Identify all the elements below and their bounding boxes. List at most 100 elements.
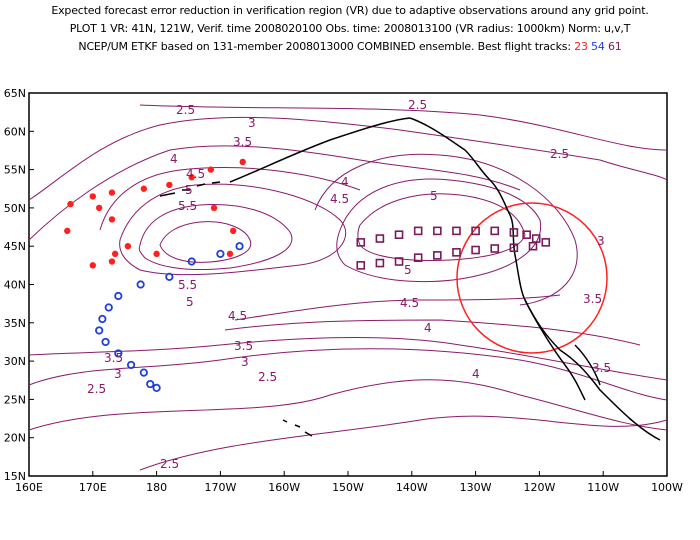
contour-line	[119, 183, 347, 276]
contour-label: 3.5	[233, 135, 252, 149]
track-54-point	[165, 272, 174, 281]
track-54-point	[95, 326, 104, 335]
contour-label: 4	[341, 175, 349, 189]
longitude-label: 150W	[332, 481, 364, 494]
track-23-point	[188, 174, 195, 181]
latitude-label: 45N	[4, 240, 26, 253]
contour-label: 4	[472, 367, 480, 381]
track-61-point	[471, 226, 480, 236]
contour-label: 3.5	[592, 361, 611, 375]
track-23-point	[226, 250, 234, 258]
track-23-point	[64, 227, 71, 235]
contour-line	[139, 104, 668, 151]
contour-label: 2.5	[160, 457, 179, 471]
flight-track-61	[356, 226, 551, 270]
track-54-point	[114, 291, 123, 301]
track-61-point	[394, 230, 404, 240]
longitude-label: 140W	[396, 481, 428, 494]
header-line-3: NCEP/UM ETKF based on 131-member 2008013…	[0, 40, 700, 53]
track-54-point	[101, 337, 110, 347]
latitude-label: 55N	[4, 164, 26, 177]
contour-label: 3	[114, 367, 122, 381]
track-54-label: 54	[591, 40, 605, 53]
contour-label: 4.5	[400, 296, 419, 310]
track-61-point	[490, 226, 500, 236]
flight-track-23	[64, 158, 246, 269]
track-61-label: 61	[607, 40, 622, 53]
track-23-point	[89, 262, 97, 269]
track-54-point	[235, 242, 244, 251]
contour-line	[234, 294, 561, 321]
track-61-point	[509, 243, 519, 253]
flight-track-54	[95, 242, 244, 393]
longitude-label: 120W	[523, 481, 555, 494]
track-54-point	[98, 314, 107, 324]
contour-label: 2.5	[87, 382, 106, 396]
contour-line	[336, 178, 542, 283]
contour-label: 5.5	[178, 278, 197, 292]
longitude-label: 170E	[79, 481, 107, 494]
track-61-point	[433, 251, 442, 260]
contour-label: 2.5	[176, 103, 195, 117]
track-61-point	[471, 245, 480, 255]
track-23-point	[239, 158, 246, 166]
track-54-point	[114, 349, 123, 358]
latitude-label: 15N	[4, 470, 26, 483]
coastline-baja	[524, 299, 586, 401]
track-61-point	[490, 244, 500, 253]
track-61-point	[413, 253, 423, 262]
longitude-label: 100W	[651, 481, 683, 494]
coastline-alaska-peninsula	[229, 117, 411, 183]
track-54-point	[216, 249, 225, 258]
coastline-hawaii	[282, 419, 313, 437]
contour-label: 2.5	[258, 370, 277, 384]
track-61-point	[356, 261, 366, 270]
track-61-point	[375, 258, 385, 268]
track-23-point	[67, 200, 74, 208]
header-line-3-text: NCEP/UM ETKF based on 131-member 2008013…	[78, 40, 571, 53]
track-61-point	[528, 241, 538, 251]
contour-line	[28, 379, 668, 431]
contour-line	[139, 415, 668, 471]
longitude-label: 160W	[268, 481, 300, 494]
track-23-point	[229, 227, 237, 235]
coastline-aleutians	[159, 181, 221, 197]
contour-label: 5	[404, 263, 412, 277]
contour-line	[159, 221, 252, 263]
contour-label: 5	[186, 295, 194, 309]
track-23-point	[108, 216, 116, 223]
contour-label: 5.5	[178, 199, 197, 213]
track-23-point	[95, 204, 103, 212]
track-61-point	[394, 257, 404, 266]
contour-label: 5	[430, 189, 438, 203]
longitude-label: 110W	[587, 481, 619, 494]
longitude-label: 180	[146, 481, 167, 494]
track-54-point	[152, 383, 161, 393]
contour-line	[314, 153, 578, 306]
track-54-point	[104, 303, 113, 312]
contour-label: 3.5	[234, 339, 253, 353]
track-23-point	[108, 258, 116, 265]
longitude-label: 130W	[460, 481, 492, 494]
contour-line	[28, 116, 668, 201]
contour-label: 2.5	[408, 98, 427, 112]
latitude-label: 25N	[4, 393, 26, 406]
contour-label: 3.5	[583, 292, 602, 306]
contour-label: 4	[424, 321, 432, 335]
plot-header: Expected forecast error reduction in ver…	[0, 0, 700, 70]
track-61-point	[452, 248, 461, 257]
map-frame	[28, 92, 668, 477]
contour-label: 3.5	[104, 351, 123, 365]
coastline-north-america	[409, 117, 661, 441]
contour-label: 3	[597, 234, 605, 248]
contour-line	[99, 167, 361, 231]
coastline-gulf-of-california	[574, 344, 601, 386]
contour-label: 4.5	[186, 167, 205, 181]
track-23-point	[210, 204, 218, 212]
longitude-labels: 160E 170E 180 170W 160W 150W 140W 130W 120W 110W 1…	[15, 471, 683, 494]
track-61-point	[413, 226, 423, 236]
contour-label: 3	[241, 355, 249, 369]
coastline	[159, 117, 661, 441]
latitude-label: 40N	[4, 279, 26, 292]
